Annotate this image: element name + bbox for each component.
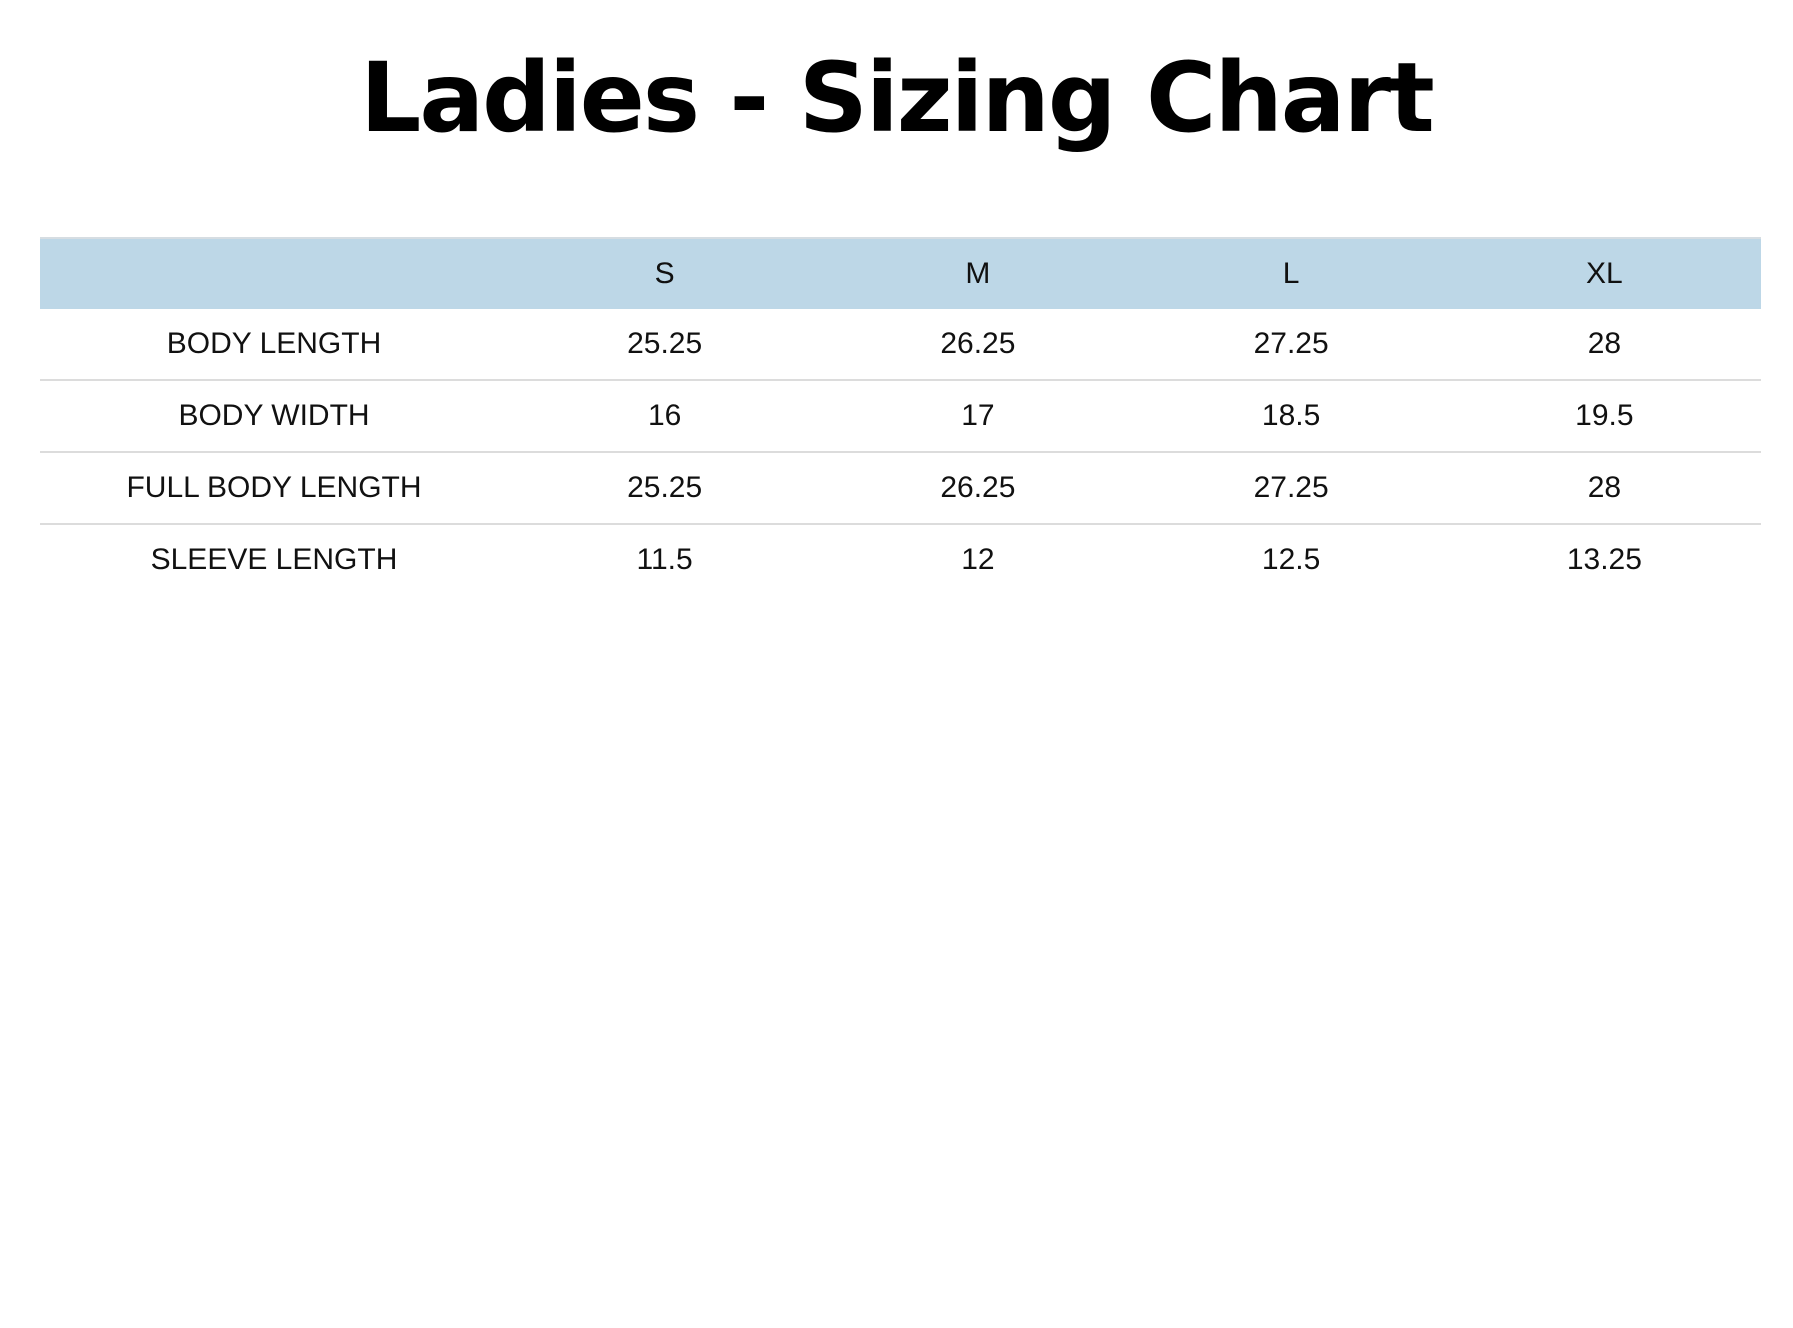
table-cell: 28 [1587,471,1622,504]
table-cell: 17 [961,399,995,432]
row-label: SLEEVE LENGTH [150,543,398,576]
table-cell: 25.25 [627,327,703,360]
table-cell: 25.25 [627,471,703,504]
table-cell: 27.25 [1253,327,1329,360]
table-row: SLEEVE LENGTH 11.5 12 12.5 13.25 [40,524,1761,595]
table-cell: 26.25 [940,471,1016,504]
row-label: BODY WIDTH [178,399,370,432]
table-cell: 11.5 [636,543,693,576]
table-cell: 28 [1587,327,1622,360]
table-cell: 16 [647,399,682,432]
row-label: FULL BODY LENGTH [126,471,422,504]
header-row: S M L XL [40,238,1761,309]
table-cell: 19.5 [1575,399,1634,432]
header-cell-xl: XL [1586,257,1623,290]
table-cell: 18.5 [1261,399,1321,432]
header-cell-empty [40,238,508,309]
header-cell-m: M [965,257,991,290]
header-cell-l: L [1282,257,1300,290]
page-title: Ladies - Sizing Chart [360,42,1435,154]
table-cell: 12.5 [1261,543,1321,576]
table-cell: 13.25 [1566,543,1642,576]
table-row: BODY LENGTH 25.25 26.25 27.25 28 [40,309,1761,380]
table-cell: 26.25 [940,327,1016,360]
table-row: BODY WIDTH 16 17 18.5 19.5 [40,380,1761,452]
table-cell: 12 [961,543,995,576]
table-row: FULL BODY LENGTH 25.25 26.25 27.25 28 [40,452,1761,524]
table-cell: 27.25 [1253,471,1329,504]
row-label: BODY LENGTH [166,327,382,360]
header-cell-s: S [654,257,675,290]
sizing-table: S M L XL BODY LENGTH 25.25 26.25 27.25 2… [40,237,1761,595]
